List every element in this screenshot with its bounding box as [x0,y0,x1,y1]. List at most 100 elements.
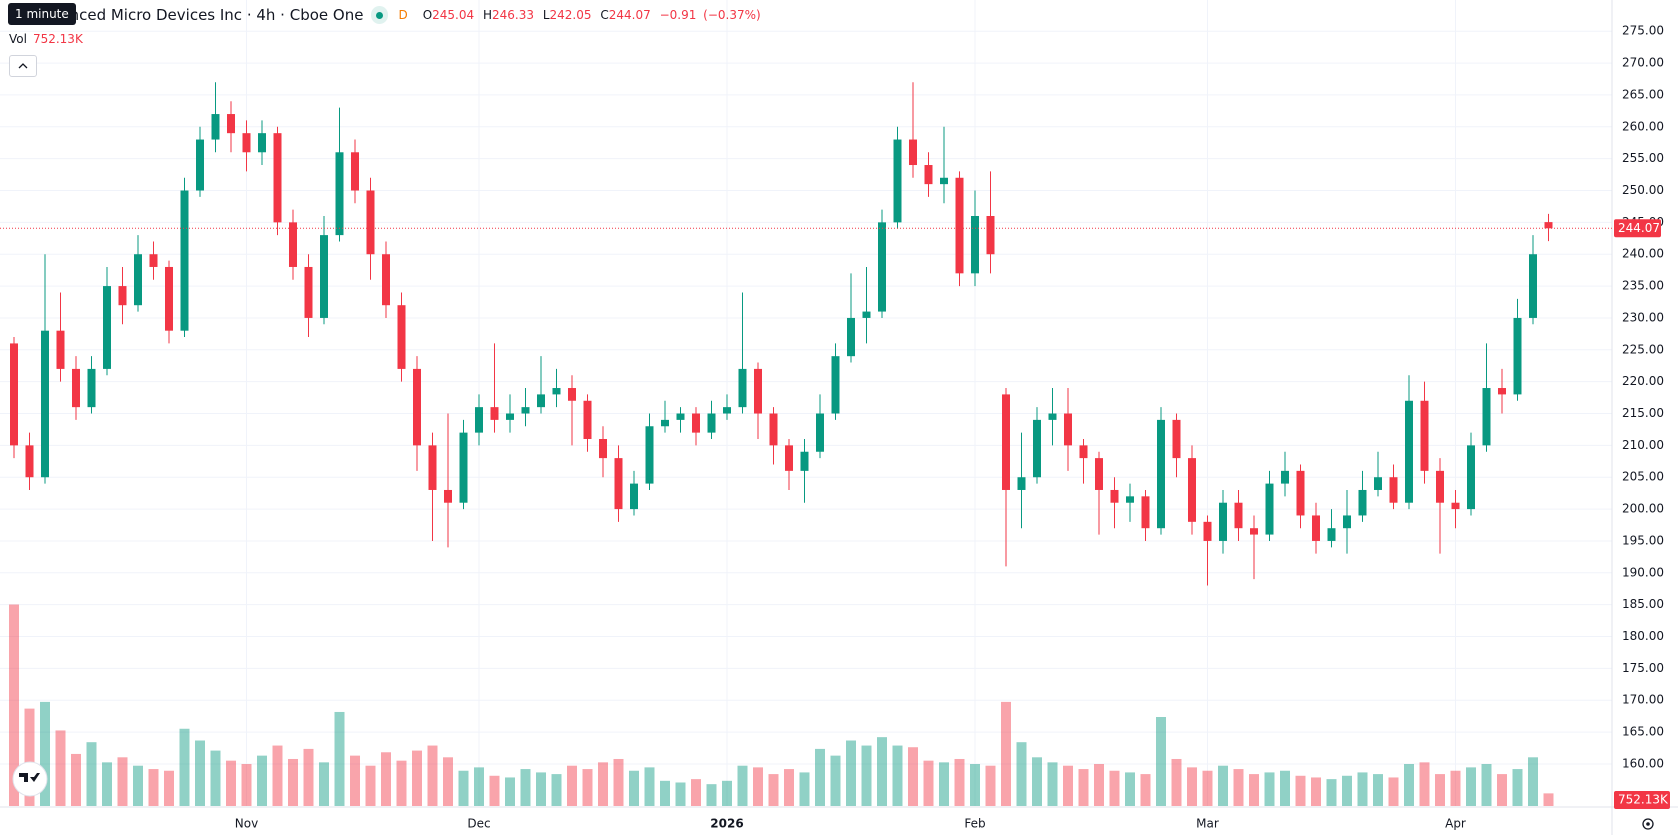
volume-bar [350,755,360,806]
volume-bar [1419,762,1430,806]
ohlc-key: L [542,8,550,22]
candle-body [800,451,809,471]
volume-bar [1311,777,1321,806]
candle-body [1544,222,1553,229]
volume-bar [675,782,686,806]
volume-bar [1140,774,1151,806]
volume-bar [768,774,779,806]
candle-body [583,400,592,439]
candle-body [72,368,80,408]
volume-bar [1326,779,1337,806]
candle-body [1157,419,1165,529]
candle-body [1002,394,1010,490]
candle-body [537,394,545,408]
volume-bar [195,740,205,806]
volume-bar [1233,769,1244,806]
volume-bar [1109,770,1120,806]
candle-body [816,413,824,452]
status-dot [376,11,384,19]
candle-body [1110,489,1119,503]
candle-body [118,286,127,306]
candle-body [211,114,220,140]
candle-body [165,266,173,331]
volume-bar [412,750,422,806]
volume-bar [257,755,267,806]
y-tick-label: 160.00 [1622,756,1664,770]
candle-body [1265,483,1274,535]
volume-bar [9,604,19,806]
volume-bar [1404,764,1414,806]
volume-bar [1078,769,1089,806]
candle-body [1095,458,1103,490]
candle-body [87,368,96,408]
candle-body [924,165,933,185]
volume-bar [148,769,159,806]
candle-body [1436,470,1444,503]
status-badge[interactable] [371,6,389,24]
collapse-button[interactable] [9,55,37,77]
volume-bar [613,758,624,806]
candle-body [397,305,406,369]
volume-bar [815,748,825,806]
logo-mark [19,773,40,782]
y-tick-label: 205.00 [1622,470,1664,484]
y-tick-label: 215.00 [1622,406,1664,420]
volume-bar [877,737,887,806]
x-tick-label: Apr [1445,817,1466,831]
last-price-box [1614,219,1661,238]
y-tick-label: 240.00 [1622,247,1664,261]
volume-value: 752.13K [32,32,83,46]
change: −0.91 [659,8,697,22]
volume-bar [489,775,500,806]
candle-body [1405,400,1413,503]
candle-body [1327,528,1336,541]
candle-body [1498,388,1506,395]
volume-bar [939,762,949,806]
candle-body [568,388,576,401]
candle-body [180,190,189,331]
candle-body [1219,502,1227,541]
volume-bar [365,765,376,806]
candle-body [242,133,251,153]
volume-bar [505,777,515,806]
y-tick-label: 270.00 [1622,56,1664,70]
volume-bar [117,757,128,806]
volume-bar [1202,770,1213,806]
candle-body [1048,413,1057,420]
volume-legend: Vol 752.13K [9,32,83,46]
candle-body [490,407,499,420]
candle-body [940,177,948,185]
volume-bar [179,728,190,806]
volume-bar [86,742,97,806]
tooltip: 1 minute [8,3,76,25]
candle-body [273,133,282,223]
volume-bar [288,758,298,806]
candle-body [521,407,530,414]
y-tick-label: 235.00 [1622,279,1664,293]
volume-bar [520,769,531,806]
candle-body [645,426,654,484]
volume-bar [1249,774,1259,806]
candle-body [1250,528,1258,535]
volume-bar [303,748,314,806]
volume-bar [923,760,934,806]
candle-body [723,407,731,414]
volume-bar [830,755,841,806]
volume-bar [1094,764,1104,806]
volume-bar [1264,772,1275,806]
candle-body [552,388,561,395]
candle-body [1188,458,1196,522]
candle-body [428,445,437,490]
volume-bar [582,769,593,806]
candle-body [909,139,917,166]
candle-body [103,286,111,369]
symbol-title[interactable]: Advanced Micro Devices Inc · 4h · Cboe O… [32,6,364,24]
y-tick-label: 170.00 [1622,693,1664,707]
volume-bar [691,779,701,806]
interval-badge: D [398,8,408,22]
volume-bar [1481,764,1492,806]
volume-bar [644,767,655,806]
volume-bar [241,764,252,806]
